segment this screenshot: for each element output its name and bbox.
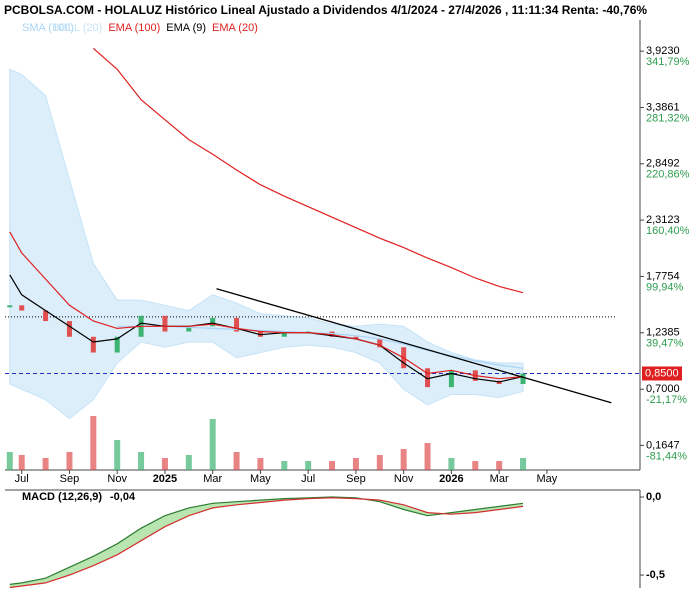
volume-bar xyxy=(66,452,73,470)
price-candle xyxy=(210,317,216,327)
x-tick-label: May xyxy=(250,473,271,485)
x-tick-label: Jul xyxy=(15,473,29,485)
x-tick-label: Sep xyxy=(60,473,80,485)
x-tick-label: Nov xyxy=(107,473,127,485)
x-tick-label: Mar xyxy=(490,473,509,485)
y2-tick-label: -21,17% xyxy=(646,394,687,406)
y2-tick-label: 99,94% xyxy=(646,281,684,293)
last-price-box xyxy=(642,366,682,381)
price-candle xyxy=(90,336,96,353)
volume-bar xyxy=(400,449,407,470)
last-price-label: 0,8500 xyxy=(645,367,679,379)
y2-tick-label: 341,79% xyxy=(646,56,690,68)
price-candle xyxy=(520,373,526,384)
y2-tick-label: -81,44% xyxy=(646,450,687,462)
legend-entry: BOLL (20) xyxy=(52,22,102,34)
y2-tick-label: 160,40% xyxy=(646,225,690,237)
indicator-line xyxy=(92,47,524,294)
macd-title: MACD (12,26,9) xyxy=(22,491,102,503)
y-tick-label: 2,8492 xyxy=(646,158,680,170)
volume-bar xyxy=(448,458,455,470)
price-candle xyxy=(114,336,120,353)
volume-bar xyxy=(6,452,13,470)
price-candle xyxy=(66,321,72,337)
y-tick-label: 1,7754 xyxy=(646,270,680,282)
y-tick-label: 0,0 xyxy=(646,491,661,503)
volume-bar xyxy=(185,455,192,470)
y-tick-label: 2,3123 xyxy=(646,214,680,226)
volume-bar xyxy=(424,443,431,470)
volume-bar xyxy=(329,461,336,470)
price-candle xyxy=(281,331,287,337)
volume-bar xyxy=(161,458,168,470)
volume-bar xyxy=(257,458,264,470)
volume-bar xyxy=(520,458,527,470)
legend-entry: SMA (100) xyxy=(22,22,74,34)
y2-tick-label: 39,47% xyxy=(646,338,684,350)
price-candle xyxy=(353,336,359,339)
indicator-line xyxy=(9,274,524,383)
price-candle xyxy=(186,326,192,332)
plot-layer xyxy=(5,47,640,589)
x-tick-label: 2025 xyxy=(153,473,177,485)
volume-bar xyxy=(18,455,25,470)
x-tick-label: Mar xyxy=(203,473,222,485)
price-candle xyxy=(425,368,431,388)
volume-bar xyxy=(209,419,216,470)
legend-entry: EMA (9) xyxy=(166,22,206,34)
macd-line xyxy=(9,497,524,589)
y-tick-label: 0,7000 xyxy=(646,383,680,395)
price-candle xyxy=(234,317,240,332)
y-tick-label: 1,2385 xyxy=(646,327,680,339)
y-tick-label: 3,3861 xyxy=(646,101,680,113)
price-candle xyxy=(19,305,25,311)
x-tick-label: May xyxy=(537,473,558,485)
trendline xyxy=(216,288,612,404)
volume-bar xyxy=(90,416,97,470)
x-tick-label: Sep xyxy=(346,473,366,485)
volume-bar xyxy=(376,455,383,470)
y2-tick-label: 281,32% xyxy=(646,112,690,124)
price-candle xyxy=(162,315,168,332)
x-tick-label: 2026 xyxy=(439,473,463,485)
volume-bar xyxy=(305,461,312,470)
price-candle xyxy=(7,305,13,308)
volume-bar xyxy=(352,458,359,470)
macd-value: -0,04 xyxy=(110,491,136,503)
y-tick-label: -0,5 xyxy=(646,569,665,581)
volume-bar xyxy=(233,452,240,470)
volume-bar xyxy=(138,452,145,470)
x-tick-label: Nov xyxy=(394,473,414,485)
volume-bar xyxy=(472,461,479,470)
legend-entry: EMA (20) xyxy=(212,22,258,34)
x-tick-label: Jul xyxy=(301,473,315,485)
y-tick-label: 0,1647 xyxy=(646,439,680,451)
volume-bar xyxy=(496,461,503,470)
bollinger-band xyxy=(9,68,524,420)
y-tick-label: 3,9230 xyxy=(646,45,680,57)
indicator-line xyxy=(9,231,524,380)
volume-bar xyxy=(281,461,288,470)
price-candle xyxy=(43,310,49,322)
macd-line xyxy=(9,496,524,585)
volume-bar xyxy=(114,440,121,470)
legend-entry: EMA (100) xyxy=(108,22,160,34)
y2-tick-label: 220,86% xyxy=(646,169,690,181)
price-candle xyxy=(377,338,383,348)
chart-title: PCBOLSA.COM - HOLALUZ Histórico Lineal A… xyxy=(4,3,647,17)
price-candle xyxy=(448,370,454,388)
volume-bar xyxy=(42,458,49,470)
